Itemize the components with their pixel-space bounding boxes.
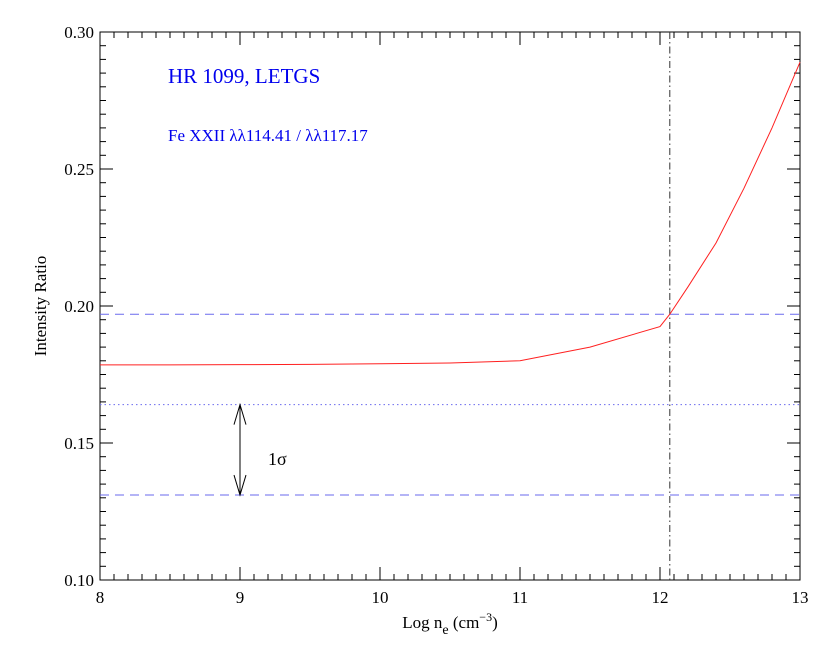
y-tick-label: 0.10: [64, 571, 94, 590]
x-tick-label: 12: [652, 588, 669, 607]
x-tick-label: 10: [372, 588, 389, 607]
tick-labels: 8 9 10 11 12 13 0.10 0.15 0.20 0.25 0.30: [64, 23, 808, 607]
series-layer: [100, 61, 801, 366]
sigma-arrow-head-bottom: [233, 474, 247, 497]
x-tick-label: 13: [792, 588, 809, 607]
chart-subtitle: Fe XXII λλ114.41 / λλ117.17: [168, 126, 368, 145]
y-tick-label: 0.15: [64, 434, 94, 453]
sigma-arrow-head-top: [233, 402, 247, 425]
chart-title: HR 1099, LETGS: [168, 64, 320, 88]
y-tick-label: 0.20: [64, 297, 94, 316]
y-axis-label: Intensity Ratio: [31, 256, 50, 357]
y-tick-label: 0.25: [64, 160, 94, 179]
plot-frame: [99, 31, 801, 581]
reference-lines: [100, 32, 800, 580]
ratio-curve: [100, 61, 801, 366]
x-tick-label: 11: [512, 588, 528, 607]
sigma-arrow: [233, 402, 247, 497]
x-tick-label: 9: [236, 588, 245, 607]
axis-ticks: [99, 31, 801, 581]
x-tick-label: 8: [96, 588, 105, 607]
y-tick-label: 0.30: [64, 23, 94, 42]
sigma-label: 1σ: [268, 449, 287, 469]
x-axis-label: Log ne (cm−3): [402, 610, 498, 638]
